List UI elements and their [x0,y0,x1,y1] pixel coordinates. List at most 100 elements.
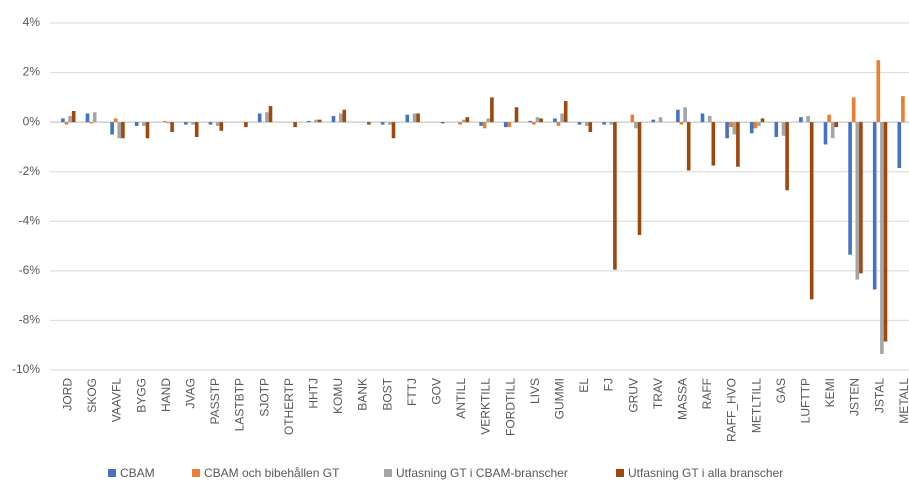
legend-label: CBAM [120,466,155,480]
x-tick-label: OTHERTP [282,378,296,435]
y-tick-label: 2% [23,65,41,79]
x-tick-label: SJOTP [257,378,271,417]
bar [732,122,737,135]
bar [883,122,888,342]
bar [166,122,171,124]
x-tick-label: LASTBTP [233,378,247,431]
bar [293,122,297,128]
bar [338,113,343,123]
legend-label: CBAM och bibehållen GT [204,466,340,480]
x-tick-label: MASSA [675,378,689,420]
bar [331,115,336,123]
bar [342,109,347,123]
bar [785,122,789,191]
x-tick-label: GUMMI [552,378,566,419]
x-tick-label: KOMU [331,378,345,414]
bar [265,112,269,123]
legend-label: Utfasning GT i alla branscher [628,466,783,480]
x-tick-label: JSTAL [872,378,886,413]
bar [142,122,146,126]
x-tick-label: GRUV [626,378,640,413]
bar [145,122,150,139]
bar [613,122,617,270]
bar [85,113,90,123]
bar [482,122,487,129]
bar [208,122,213,125]
bar [514,107,519,123]
bar [412,113,417,123]
x-tick-label: EL [577,378,591,393]
bar [872,122,877,290]
bar [490,97,494,123]
x-tick-label: JSTEN [848,378,862,416]
x-tick-label: BYGG [134,378,148,413]
x-tick-label: GOV [429,378,443,405]
bar [799,117,803,123]
bar [774,122,779,138]
bar [757,122,761,126]
bar [830,122,835,139]
bar [855,122,860,280]
bar [823,122,828,145]
x-tick-label: FTTJ [405,378,419,406]
y-tick-label: -8% [19,313,41,327]
legend-label: Utfasning GT i CBAM-branscher [396,466,568,480]
bar [725,122,729,139]
bar [848,122,852,255]
x-tick-label: HHTJ [306,378,320,409]
bar [563,101,568,123]
bar [191,122,195,125]
y-tick-label: -2% [19,164,41,178]
x-tick-label: LUFTTP [798,378,812,423]
bar [707,115,712,123]
bar [753,122,758,129]
x-tick-label: FORDTILL [503,378,517,436]
x-tick-label: FJ [602,378,616,391]
bar [602,122,606,125]
bar [728,122,733,128]
bar [584,122,589,126]
bar [634,122,638,129]
bar [170,122,174,133]
bar [184,122,188,125]
bar [314,119,318,123]
bar [268,106,273,123]
bar [117,122,122,139]
y-tick-label: 0% [23,114,41,128]
x-tick-label: TRAV [651,378,665,409]
bar [556,122,561,126]
y-tick-label: -6% [19,263,41,277]
bar [89,122,93,124]
x-tick-label: METALL [897,378,909,424]
bar [219,122,224,131]
bar [479,122,483,126]
x-tick-label: LIVS [528,378,542,404]
bar [317,119,322,123]
bar [834,122,839,128]
bar [465,117,470,123]
x-tick-label: GAS [774,378,788,403]
bar [880,122,884,354]
bar [577,122,582,125]
bar [110,122,114,135]
x-tick-label: RAFF_HVO [725,378,739,442]
bar [535,117,540,123]
bar [711,122,716,166]
bar [560,113,564,123]
bar [637,122,642,235]
bar [609,122,614,125]
legend-swatch [616,469,624,477]
x-tick-label: METLTILL [749,378,763,433]
bar [651,119,656,123]
x-tick-label: VERKTILL [479,378,493,435]
bar [380,122,385,125]
bar [749,122,754,134]
bar [827,114,831,123]
x-tick-label: BANK [356,378,370,411]
bar [64,122,69,125]
bar [539,118,543,123]
bar [503,122,508,128]
bar [683,107,687,123]
x-tick-label: JORD [60,378,74,411]
